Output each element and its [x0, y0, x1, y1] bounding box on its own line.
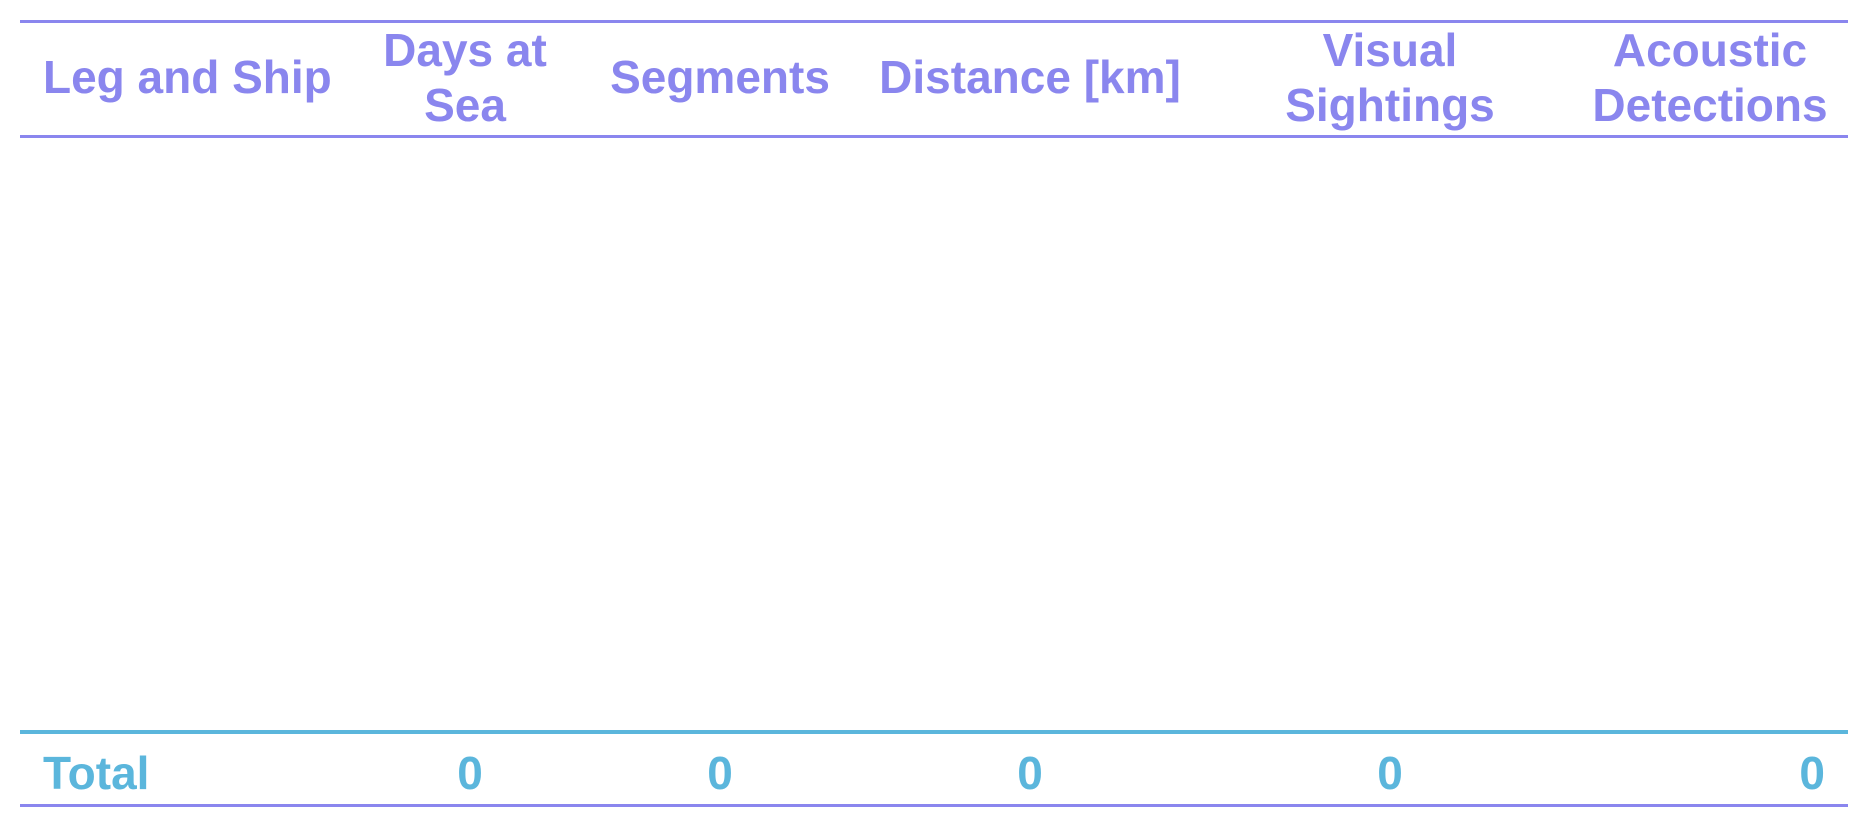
total-acoustic-detections: 0	[1799, 747, 1825, 799]
table-bottom-rule	[20, 804, 1848, 807]
total-top-rule	[20, 730, 1848, 734]
table-top-rule	[20, 20, 1848, 23]
total-segments: 0	[707, 747, 733, 799]
header-days-at-sea: Days at Sea	[383, 23, 547, 131]
total-days-at-sea: 0	[457, 747, 483, 799]
total-label: Total	[43, 747, 150, 799]
header-distance: Distance [km]	[879, 51, 1181, 103]
header-bottom-rule	[20, 135, 1848, 138]
header-acoustic-detections: Acoustic Detections	[1592, 23, 1828, 131]
total-distance: 0	[1017, 747, 1043, 799]
header-segments: Segments	[610, 51, 830, 103]
header-visual-sightings: Visual Sightings	[1285, 23, 1495, 131]
header-leg-and-ship: Leg and Ship	[43, 51, 332, 103]
total-visual-sightings: 0	[1377, 747, 1403, 799]
